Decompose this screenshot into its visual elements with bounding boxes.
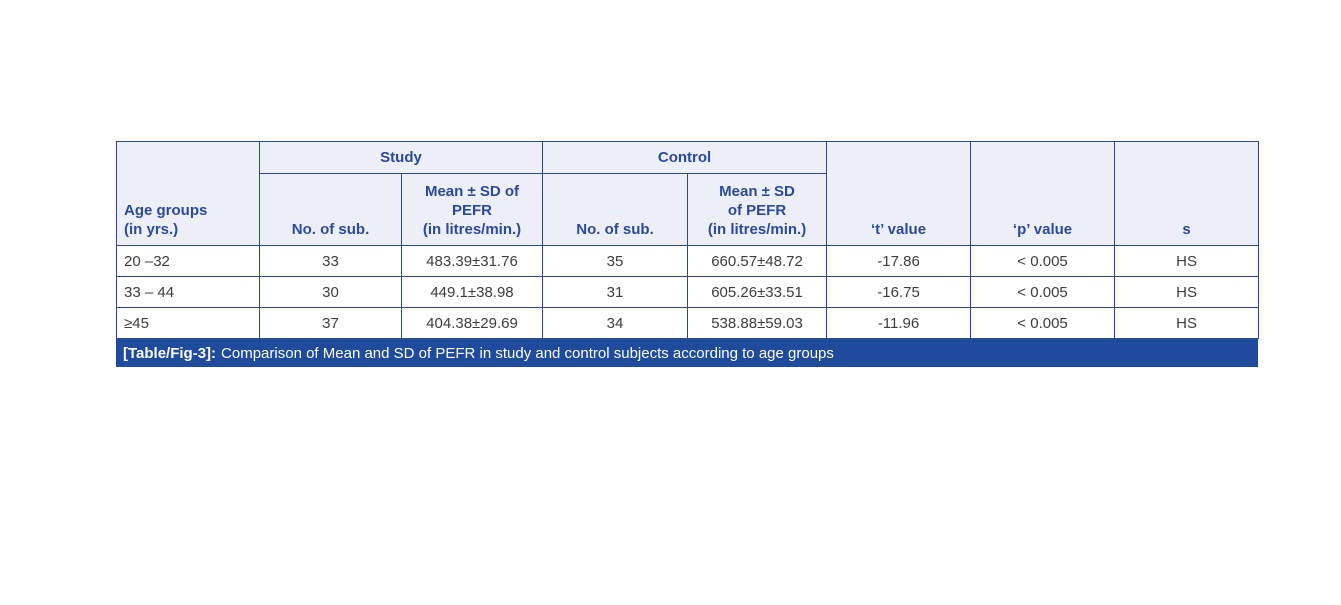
cell-p-value: < 0.005 (970, 245, 1116, 277)
cell-age-group: 20 –32 (116, 245, 260, 277)
cell-control-mean-sd: 660.57±48.72 (687, 245, 828, 277)
table-caption-label: [Table/Fig-3]: (123, 344, 217, 362)
table-caption-text: Comparison of Mean and SD of PEFR in stu… (221, 344, 834, 362)
table-fig-3: Age groups (in yrs.) Study Control ‘t’ v… (116, 141, 1260, 367)
cell-age-group: ≥45 (116, 307, 260, 339)
control-no-of-sub-header: No. of sub. (542, 173, 689, 246)
header-row-groups: Age groups (in yrs.) Study Control ‘t’ v… (116, 141, 1260, 246)
cell-control-mean-sd: 605.26±33.51 (687, 276, 828, 308)
significance-header: s (1114, 141, 1260, 246)
cell-p-value: < 0.005 (970, 276, 1116, 308)
cell-age-group: 33 – 44 (116, 276, 260, 308)
age-groups-header: Age groups (in yrs.) (116, 141, 260, 246)
cell-control-n: 35 (542, 245, 689, 277)
p-value-header: ‘p’ value (970, 141, 1116, 246)
t-value-header: ‘t’ value (826, 141, 972, 246)
cell-study-n: 30 (259, 276, 402, 308)
cell-p-value: < 0.005 (970, 307, 1116, 339)
cell-control-n: 31 (542, 276, 689, 308)
header-row-measures: No. of sub. Mean ± SD of PEFR (in litres… (117, 173, 1259, 246)
cell-study-mean-sd: 404.38±29.69 (400, 307, 544, 339)
cell-study-mean-sd: 449.1±38.98 (400, 276, 544, 308)
study-group-header: Study (258, 141, 544, 174)
table-row-age-33-44: 33 – 44 30 449.1±38.98 31 605.26±33.51 -… (116, 276, 1260, 308)
table-row-age-20-32: 20 –32 33 483.39±31.76 35 660.57±48.72 -… (116, 245, 1260, 277)
cell-t-value: -17.86 (826, 245, 972, 277)
control-group-header: Control (542, 141, 828, 174)
table-row-age-45-plus: ≥45 37 404.38±29.69 34 538.88±59.03 -11.… (116, 307, 1260, 339)
cell-significance: HS (1114, 307, 1260, 339)
cell-t-value: -11.96 (826, 307, 972, 339)
cell-control-mean-sd: 538.88±59.03 (687, 307, 828, 339)
cell-study-n: 33 (259, 245, 402, 277)
study-no-of-sub-header: No. of sub. (259, 173, 402, 246)
cell-significance: HS (1114, 245, 1260, 277)
study-mean-sd-header: Mean ± SD of PEFR (in litres/min.) (400, 173, 544, 246)
cell-study-mean-sd: 483.39±31.76 (400, 245, 544, 277)
table-caption-bar: [Table/Fig-3]: Comparison of Mean and SD… (116, 339, 1258, 367)
control-mean-sd-header: Mean ± SD of PEFR (in litres/min.) (687, 173, 828, 246)
cell-significance: HS (1114, 276, 1260, 308)
cell-study-n: 37 (259, 307, 402, 339)
pefr-comparison-table: Age groups (in yrs.) Study Control ‘t’ v… (116, 141, 1260, 339)
cell-t-value: -16.75 (826, 276, 972, 308)
cell-control-n: 34 (542, 307, 689, 339)
